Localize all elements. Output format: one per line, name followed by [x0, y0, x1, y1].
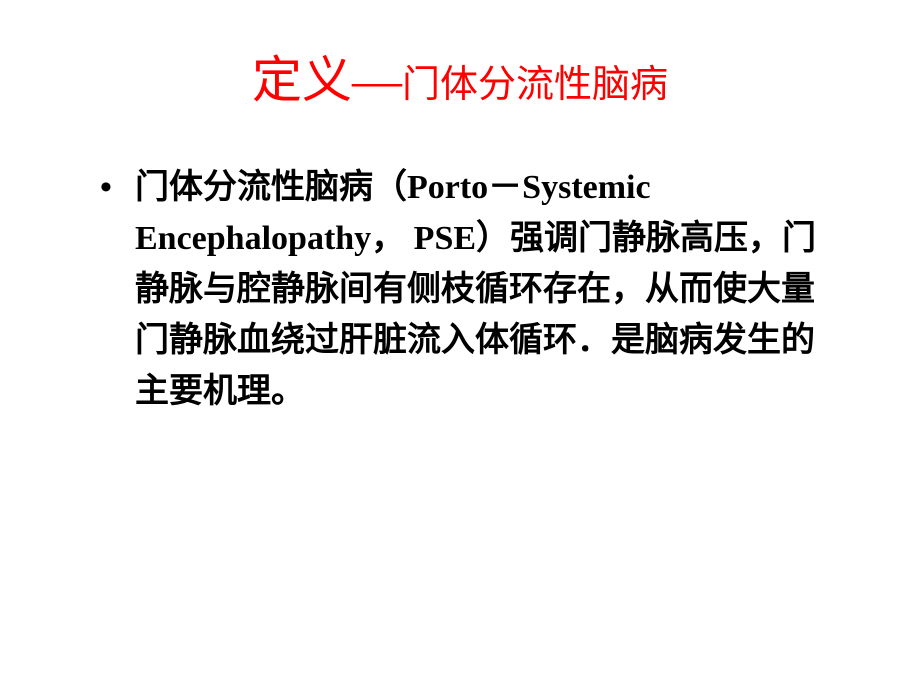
slide-content: 门体分流性脑病（Porto－Systemic Encephalopathy， P…: [60, 162, 860, 417]
bullet-item: 门体分流性脑病（Porto－Systemic Encephalopathy， P…: [100, 162, 840, 417]
slide-title: 定义—门体分流性脑病: [60, 40, 860, 112]
title-main-text: 定义—: [252, 52, 402, 108]
title-sub-text: 门体分流性脑病: [402, 64, 668, 106]
bullet-text: 门体分流性脑病（Porto－Systemic Encephalopathy， P…: [135, 169, 816, 410]
slide-container: 定义—门体分流性脑病 门体分流性脑病（Porto－Systemic Enceph…: [0, 0, 920, 690]
